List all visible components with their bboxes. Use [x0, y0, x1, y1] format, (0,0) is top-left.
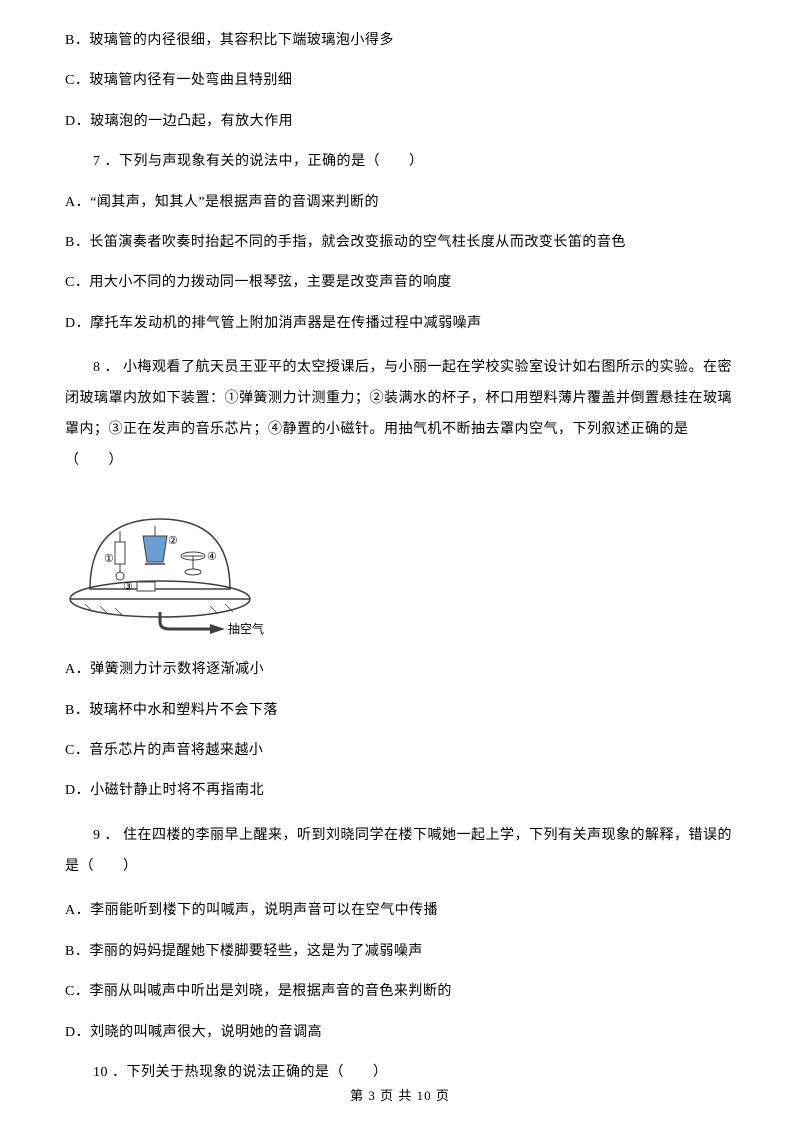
diagram-label-3: ③: [123, 581, 133, 593]
q7-option-b: B．长笛演奏者吹奏时抬起不同的手指，就会改变振动的空气柱长度从而改变长笛的音色: [65, 232, 735, 254]
q9-stem: 9 ． 住在四楼的李丽早上醒来，听到刘晓同学在楼下喊她一起上学，下列有关声现象的…: [65, 821, 735, 883]
q6-option-c: C．玻璃管内径有一处弯曲且特别细: [65, 70, 735, 92]
q9-option-a: A．李丽能听到楼下的叫喊声，说明声音可以在空气中传播: [65, 900, 735, 922]
q6-option-b: B．玻璃管的内径很细，其容积比下端玻璃泡小得多: [65, 30, 735, 52]
diagram-label-4: ④: [207, 551, 217, 563]
diagram-label-1: ①: [104, 553, 114, 565]
diagram-pump-label: 抽空气: [228, 621, 264, 636]
q8-option-c: C．音乐芯片的声音将越来越小: [65, 740, 735, 762]
diagram-label-2: ②: [168, 535, 178, 547]
q9-option-d: D．刘晓的叫喊声很大，说明她的音调高: [65, 1022, 735, 1044]
q7-option-a: A．“闻其声，知其人”是根据声音的音调来判断的: [65, 192, 735, 214]
q7-option-d: D．摩托车发动机的排气管上附加消声器是在传播过程中减弱噪声: [65, 313, 735, 335]
q7-stem: 7 ．下列与声现象有关的说法中，正确的是（ ）: [65, 151, 735, 173]
q6-option-d: D．玻璃泡的一边凸起，有放大作用: [65, 111, 735, 133]
q8-option-b: B．玻璃杯中水和塑料片不会下落: [65, 700, 735, 722]
q9-option-b: B．李丽的妈妈提醒她下楼脚要轻些，这是为了减弱噪声: [65, 941, 735, 963]
q8-option-a: A．弹簧测力计示数将逐渐减小: [65, 659, 735, 681]
q8-stem: 8 ． 小梅观看了航天员王亚平的太空授课后，与小丽一起在学校实验室设计如右图所示…: [65, 353, 735, 476]
q10-stem: 10 ．下列关于热现象的说法正确的是（ ）: [65, 1062, 735, 1084]
q8-option-d: D．小磁针静止时将不再指南北: [65, 780, 735, 802]
q9-stem-text: 9 ． 住在四楼的李丽早上醒来，听到刘晓同学在楼下喊她一起上学，下列有关声现象的…: [65, 828, 732, 874]
q9-option-c: C．李丽从叫喊声中听出是刘晓，是根据声音的音色来判断的: [65, 981, 735, 1003]
experiment-diagram: ① ② ③ ④ 抽空气: [65, 494, 735, 644]
page-footer: 第 3 页 共 10 页: [0, 1086, 800, 1107]
q7-option-c: C．用大小不同的力拨动同一根琴弦，主要是改变声音的响度: [65, 272, 735, 294]
q8-stem-text: 8 ． 小梅观看了航天员王亚平的太空授课后，与小丽一起在学校实验室设计如右图所示…: [65, 360, 732, 467]
